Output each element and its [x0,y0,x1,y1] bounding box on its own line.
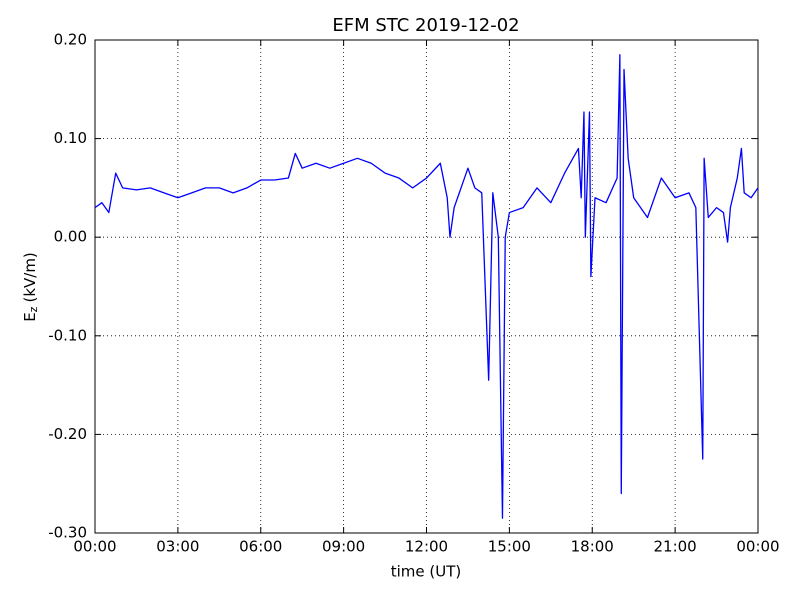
x-tick-label: 00:00 [73,538,116,556]
x-axis-label: time (UT) [391,563,462,581]
plot-frame [94,39,759,534]
x-tick-label: 18:00 [571,538,614,556]
y-tick-label: -0.10 [48,326,87,344]
y-tick-label: 0.20 [54,31,87,49]
data-line [94,54,759,519]
x-tick-label: 21:00 [654,538,697,556]
x-tick-label: 00:00 [736,538,779,556]
x-tick-label: 15:00 [488,538,531,556]
y-label-sub: z [27,306,40,312]
x-tick-label: 12:00 [405,538,448,556]
y-tick-label: -0.20 [48,425,87,443]
chart-title: EFM STC 2019-12-02 [332,15,519,36]
y-tick-label: -0.30 [48,524,87,542]
x-tick-label: 06:00 [239,538,282,556]
x-tick-label: 09:00 [322,538,365,556]
y-axis-label: Ez (kV/m) [21,252,41,322]
y-label-unit: (kV/m) [21,252,39,302]
y-tick-label: 0.10 [54,129,87,147]
x-tick-label: 03:00 [156,538,199,556]
y-tick-label: 0.00 [54,228,87,246]
y-label-main: E [21,312,39,321]
